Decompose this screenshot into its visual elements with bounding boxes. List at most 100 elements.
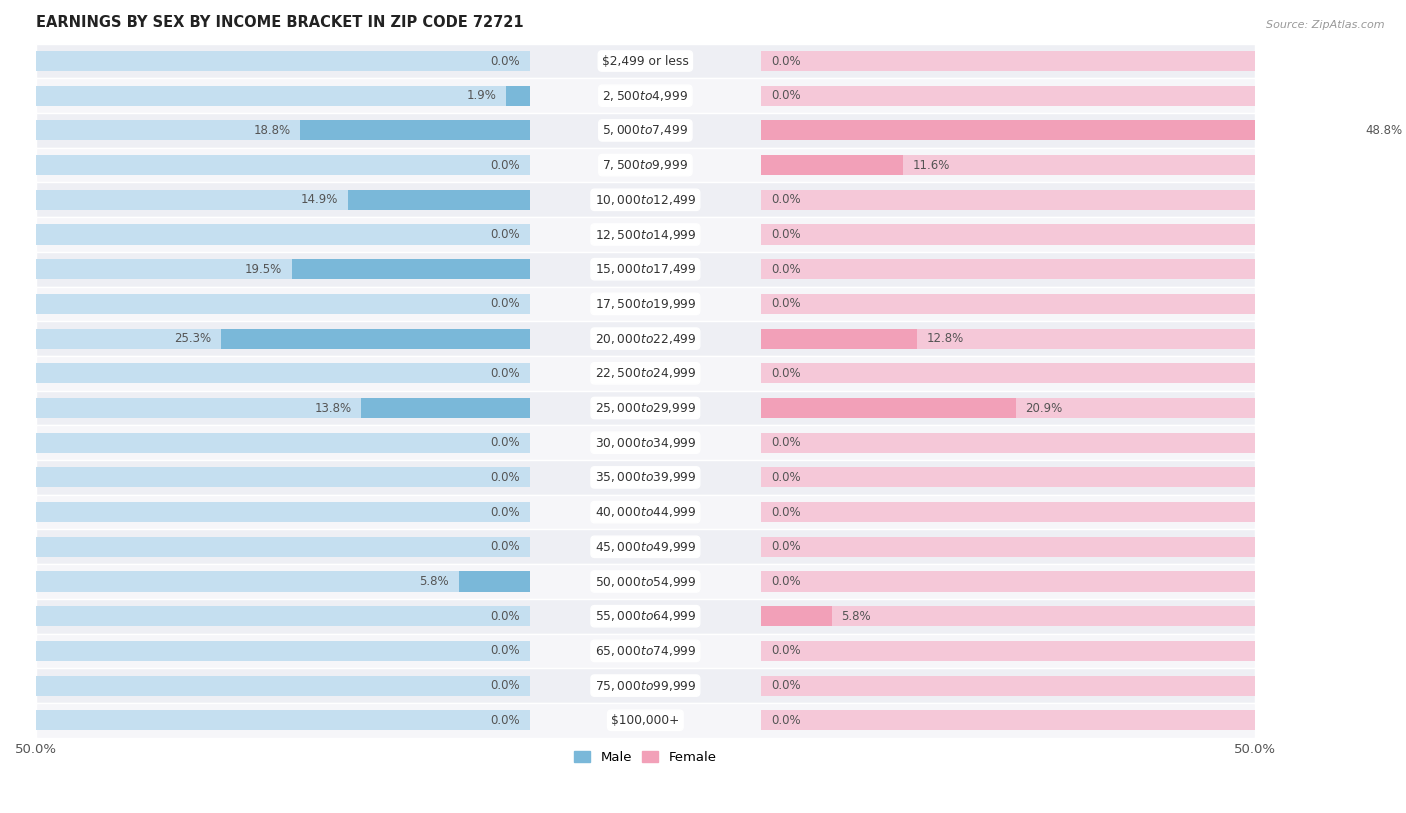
Bar — [37, 217, 1254, 252]
Bar — [761, 711, 1254, 730]
Bar — [761, 328, 1254, 349]
Bar — [761, 433, 1254, 453]
Text: 11.6%: 11.6% — [912, 159, 949, 172]
Text: $10,000 to $12,499: $10,000 to $12,499 — [595, 193, 696, 207]
Bar — [37, 676, 530, 696]
Text: $30,000 to $34,999: $30,000 to $34,999 — [595, 436, 696, 450]
Bar — [761, 398, 1017, 418]
Text: $15,000 to $17,499: $15,000 to $17,499 — [595, 263, 696, 276]
Text: $55,000 to $64,999: $55,000 to $64,999 — [595, 609, 696, 624]
Bar — [761, 537, 1254, 557]
Bar — [37, 599, 1254, 633]
Text: $12,500 to $14,999: $12,500 to $14,999 — [595, 228, 696, 241]
Bar — [37, 113, 1254, 148]
Bar — [761, 85, 1254, 106]
Text: $20,000 to $22,499: $20,000 to $22,499 — [595, 332, 696, 346]
Bar — [37, 668, 1254, 703]
Text: 0.0%: 0.0% — [770, 298, 800, 311]
Text: $65,000 to $74,999: $65,000 to $74,999 — [595, 644, 696, 658]
Bar — [37, 641, 530, 661]
Legend: Male, Female: Male, Female — [568, 746, 723, 769]
Bar — [37, 495, 1254, 529]
Text: 0.0%: 0.0% — [491, 506, 520, 519]
Text: 0.0%: 0.0% — [770, 575, 800, 588]
Text: 25.3%: 25.3% — [174, 332, 211, 345]
Text: $75,000 to $99,999: $75,000 to $99,999 — [595, 679, 696, 693]
Text: EARNINGS BY SEX BY INCOME BRACKET IN ZIP CODE 72721: EARNINGS BY SEX BY INCOME BRACKET IN ZIP… — [37, 15, 523, 30]
Text: 0.0%: 0.0% — [770, 367, 800, 380]
Bar — [761, 120, 1254, 141]
Bar — [761, 224, 1254, 245]
Text: 20.9%: 20.9% — [1025, 402, 1063, 415]
Bar — [37, 148, 1254, 182]
Text: 0.0%: 0.0% — [491, 437, 520, 450]
Bar — [37, 356, 1254, 391]
Bar — [37, 224, 530, 245]
Bar — [37, 529, 1254, 564]
Text: 0.0%: 0.0% — [770, 471, 800, 484]
Bar — [221, 328, 530, 349]
Bar — [37, 286, 1254, 321]
Text: 1.9%: 1.9% — [467, 89, 496, 102]
Bar — [761, 606, 1254, 626]
Bar — [301, 120, 530, 141]
Text: $40,000 to $44,999: $40,000 to $44,999 — [595, 505, 696, 520]
Text: 0.0%: 0.0% — [770, 645, 800, 658]
Text: 0.0%: 0.0% — [770, 193, 800, 207]
Text: 0.0%: 0.0% — [770, 679, 800, 692]
Bar — [37, 460, 1254, 495]
Bar — [37, 703, 1254, 737]
Bar — [37, 182, 1254, 217]
Bar — [37, 155, 530, 175]
Text: 0.0%: 0.0% — [770, 228, 800, 241]
Text: 18.8%: 18.8% — [253, 124, 291, 137]
Bar — [761, 328, 917, 349]
Text: 0.0%: 0.0% — [770, 437, 800, 450]
Bar — [292, 259, 530, 280]
Bar — [37, 606, 530, 626]
Bar — [37, 120, 530, 141]
Text: Source: ZipAtlas.com: Source: ZipAtlas.com — [1267, 20, 1385, 30]
Bar — [37, 51, 530, 71]
Text: $25,000 to $29,999: $25,000 to $29,999 — [595, 401, 696, 415]
Text: 0.0%: 0.0% — [491, 159, 520, 172]
Bar — [761, 293, 1254, 314]
Bar — [458, 572, 530, 592]
Bar — [761, 467, 1254, 488]
Bar — [761, 676, 1254, 696]
Text: 0.0%: 0.0% — [491, 610, 520, 623]
Text: $22,500 to $24,999: $22,500 to $24,999 — [595, 367, 696, 380]
Bar — [761, 606, 832, 626]
Bar — [37, 85, 530, 106]
Text: 0.0%: 0.0% — [491, 54, 520, 67]
Text: 0.0%: 0.0% — [770, 714, 800, 727]
Text: 0.0%: 0.0% — [491, 228, 520, 241]
Text: $35,000 to $39,999: $35,000 to $39,999 — [595, 471, 696, 485]
Text: $2,500 to $4,999: $2,500 to $4,999 — [602, 89, 689, 102]
Bar — [761, 641, 1254, 661]
Bar — [37, 711, 530, 730]
Bar — [761, 572, 1254, 592]
Text: 0.0%: 0.0% — [491, 679, 520, 692]
Bar — [761, 502, 1254, 522]
Text: 0.0%: 0.0% — [491, 714, 520, 727]
Bar — [37, 537, 530, 557]
Bar — [761, 155, 903, 175]
Text: $2,499 or less: $2,499 or less — [602, 54, 689, 67]
Bar — [37, 189, 530, 210]
Text: 12.8%: 12.8% — [927, 332, 965, 345]
Text: 0.0%: 0.0% — [491, 471, 520, 484]
Text: 0.0%: 0.0% — [491, 645, 520, 658]
Text: 0.0%: 0.0% — [491, 541, 520, 554]
Bar — [761, 51, 1254, 71]
Bar — [761, 155, 1254, 175]
Text: 0.0%: 0.0% — [770, 54, 800, 67]
Bar — [761, 120, 1355, 141]
Bar — [37, 572, 530, 592]
Text: 48.8%: 48.8% — [1365, 124, 1403, 137]
Bar — [37, 425, 1254, 460]
Bar — [361, 398, 530, 418]
Bar — [761, 398, 1254, 418]
Bar — [37, 633, 1254, 668]
Text: 5.8%: 5.8% — [842, 610, 872, 623]
